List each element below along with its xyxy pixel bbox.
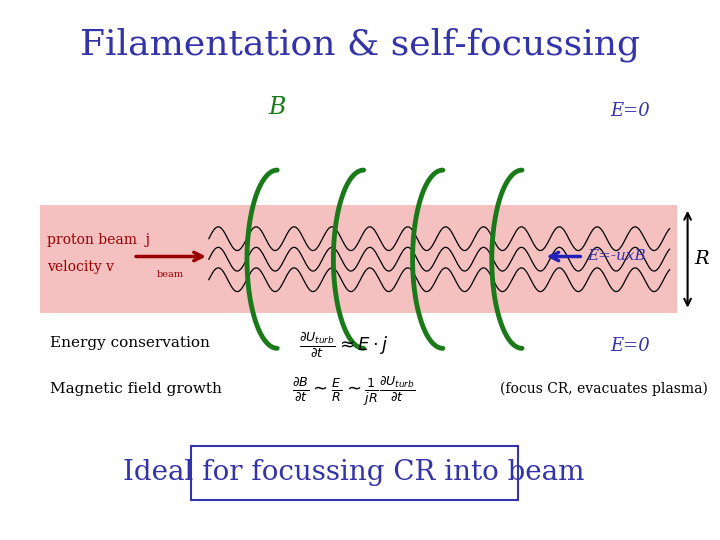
Text: E=0: E=0 [610, 336, 650, 355]
Text: Ideal for focussing CR into beam: Ideal for focussing CR into beam [124, 459, 585, 486]
Text: $\frac{\partial U_{turb}}{\partial t} \approx E \cdot j$: $\frac{\partial U_{turb}}{\partial t} \a… [299, 331, 389, 360]
Bar [40, 205, 677, 313]
Text: proton beam  j: proton beam j [47, 233, 150, 247]
Text: beam: beam [157, 270, 184, 279]
Text: Energy conservation: Energy conservation [50, 336, 210, 350]
Text: $\frac{\partial B}{\partial t} \sim \frac{E}{R} \sim \frac{1}{jR}\frac{\partial : $\frac{\partial B}{\partial t} \sim \fra… [292, 375, 415, 408]
Text: velocity v: velocity v [47, 260, 114, 274]
Bar [191, 446, 518, 500]
Text: (focus CR, evacuates plasma): (focus CR, evacuates plasma) [500, 382, 708, 396]
Text: R: R [695, 250, 709, 268]
Text: Filamentation & self-focussing: Filamentation & self-focussing [80, 27, 640, 62]
Text: Magnetic field growth: Magnetic field growth [50, 382, 222, 396]
Text: E=0: E=0 [610, 102, 650, 120]
Text: B: B [269, 97, 286, 119]
Text: E=-uxB: E=-uxB [587, 249, 646, 264]
